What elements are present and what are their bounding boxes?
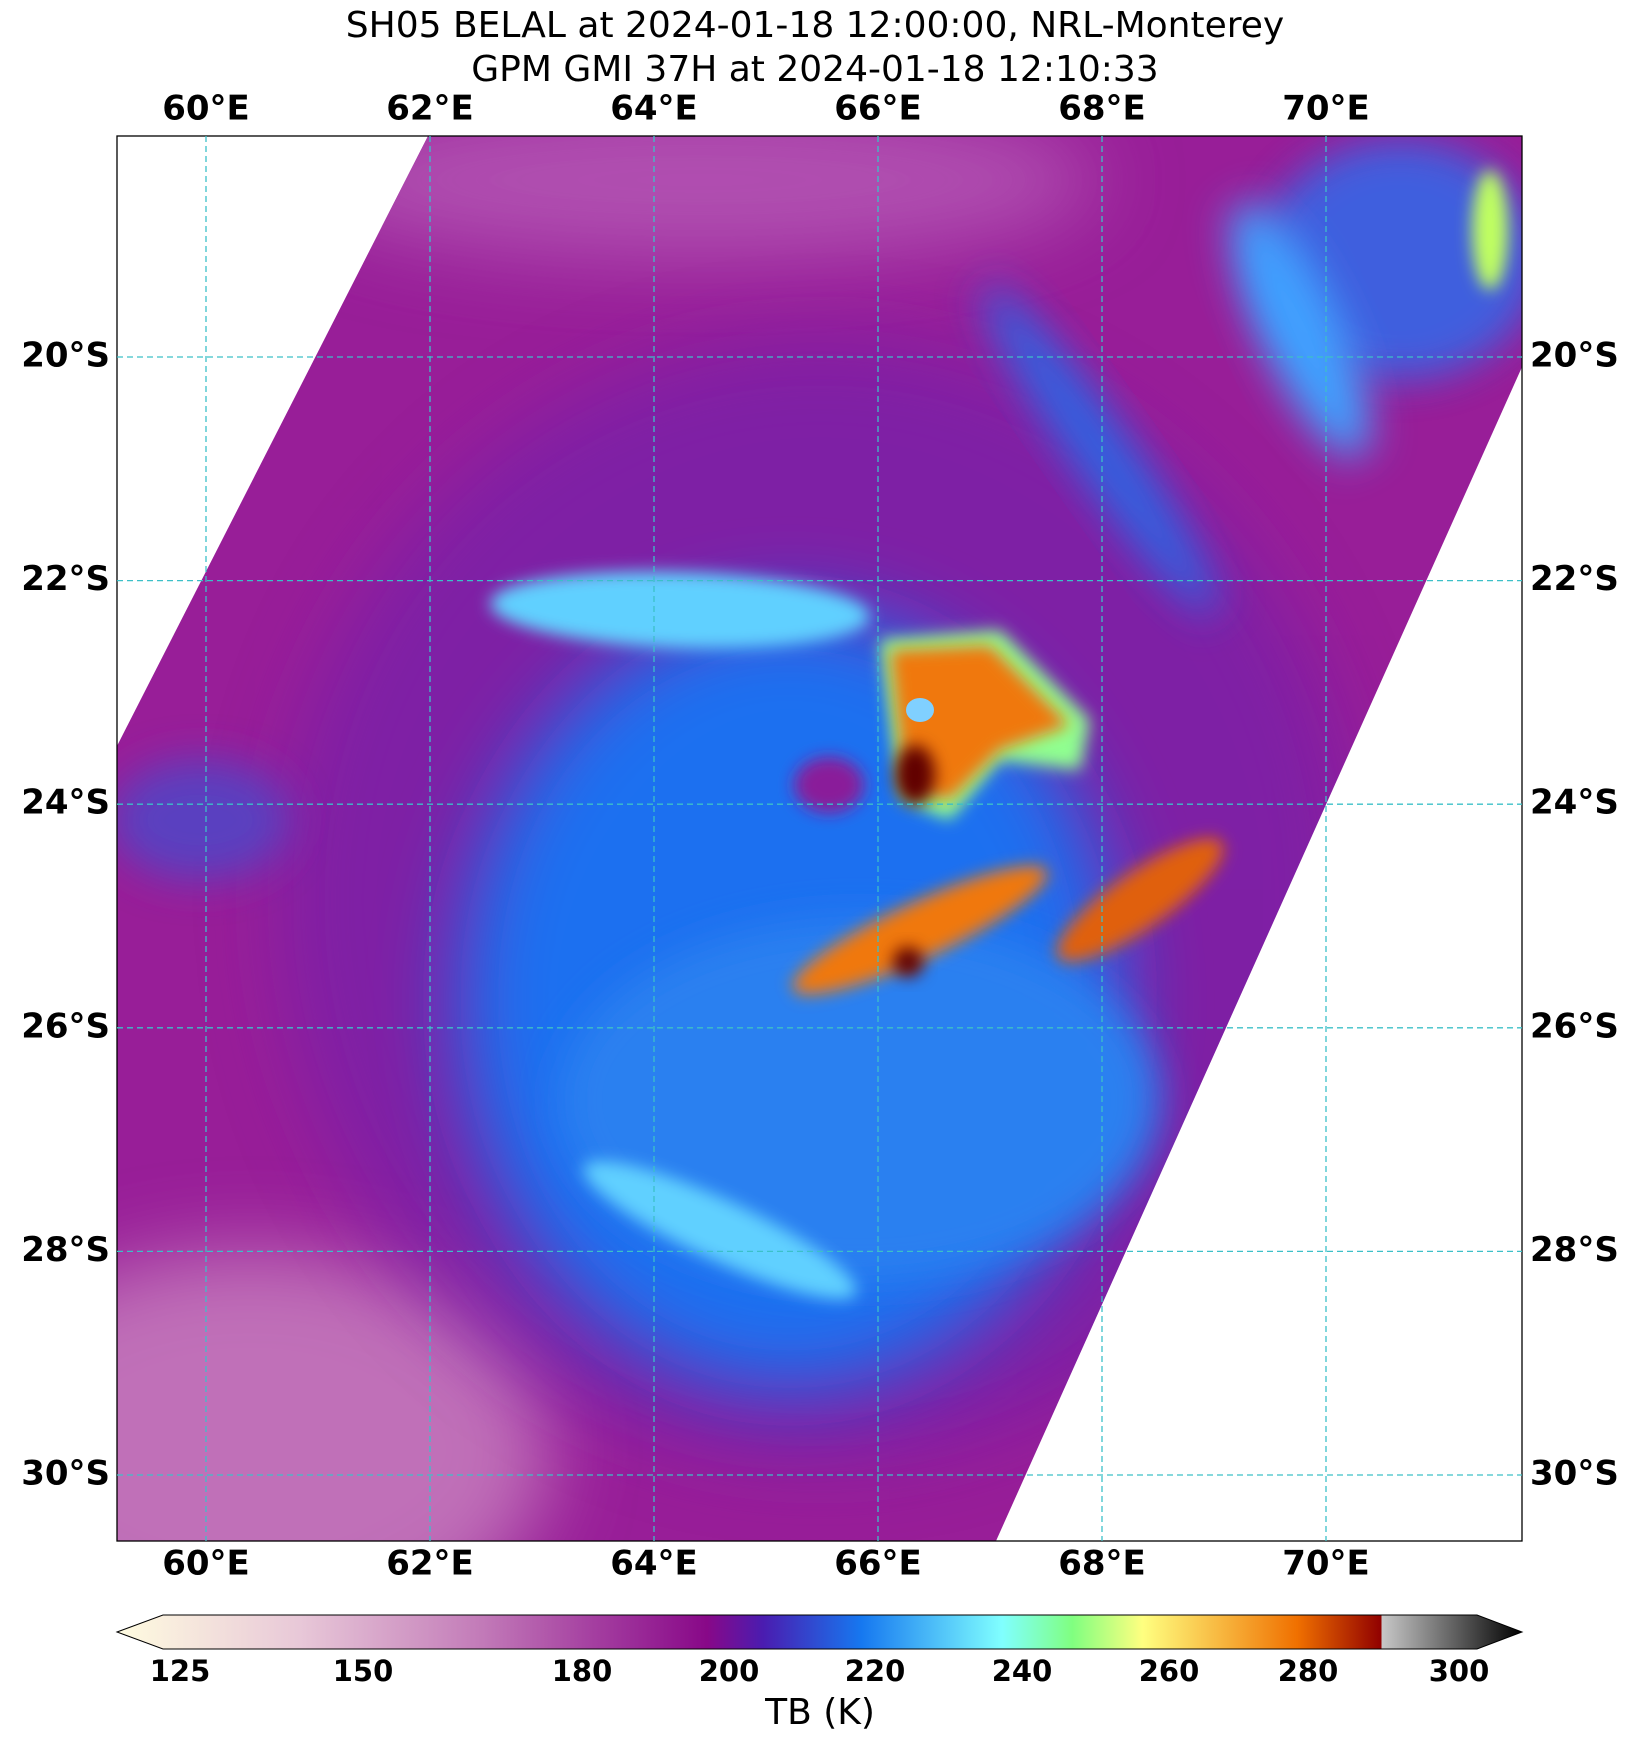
imagery <box>117 136 1522 1541</box>
lon-label: 70°E <box>1282 1544 1370 1584</box>
colorbar-tick-label: 260 <box>1139 1654 1200 1688</box>
lat-label: 30°S <box>1530 1454 1619 1494</box>
lat-label: 28°S <box>21 1230 110 1270</box>
lon-label: 60°E <box>162 1544 250 1584</box>
lon-label: 66°E <box>834 89 922 129</box>
lon-label: 66°E <box>834 1544 922 1584</box>
colorbar-tick-label: 300 <box>1429 1654 1490 1688</box>
lon-label: 70°E <box>1282 89 1370 129</box>
colorbar-tick-label: 280 <box>1278 1654 1339 1688</box>
lon-label: 64°E <box>610 1544 698 1584</box>
colorbar-tick-label: 200 <box>699 1654 760 1688</box>
lat-label: 22°S <box>1530 559 1619 599</box>
colorbar-tick-label: 150 <box>333 1654 394 1688</box>
lat-label: 20°S <box>1530 336 1619 376</box>
lat-label: 26°S <box>21 1006 110 1046</box>
lat-label: 26°S <box>1530 1006 1619 1046</box>
lon-label: 68°E <box>1058 89 1146 129</box>
lon-label: 64°E <box>610 89 698 129</box>
map-frame <box>116 135 1523 1542</box>
lat-label: 28°S <box>1530 1230 1619 1270</box>
colorbar <box>115 1614 1524 1650</box>
lat-label: 20°S <box>21 336 110 376</box>
title-line: GPM GMI 37H at 2024-01-18 12:10:33 <box>471 49 1158 90</box>
lon-label: 60°E <box>162 89 250 129</box>
lon-label: 62°E <box>386 89 474 129</box>
lat-label: 30°S <box>21 1454 110 1494</box>
title-line: SH05 BELAL at 2024-01-18 12:00:00, NRL-M… <box>346 5 1284 46</box>
colorbar-tick-label: 220 <box>845 1654 906 1688</box>
lat-label: 22°S <box>21 559 110 599</box>
colorbar-label: TB (K) <box>764 1692 875 1733</box>
lon-label: 68°E <box>1058 1544 1146 1584</box>
colorbar-tick-label: 125 <box>150 1654 211 1688</box>
colorbar-tick-label: 240 <box>992 1654 1053 1688</box>
colorbar-tick-label: 180 <box>552 1654 613 1688</box>
lat-label: 24°S <box>1530 783 1619 823</box>
lat-label: 24°S <box>21 783 110 823</box>
lon-label: 62°E <box>386 1544 474 1584</box>
